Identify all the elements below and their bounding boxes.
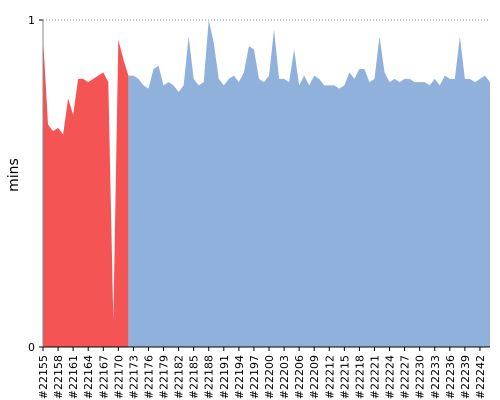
y-tick-label: 1 — [28, 14, 35, 27]
x-tick-label: #22164 — [82, 355, 95, 399]
x-tick-label: #22215 — [338, 355, 351, 399]
x-tick-label: #22230 — [414, 355, 427, 399]
x-tick-label: #22227 — [399, 355, 412, 399]
x-tick-label: #22218 — [353, 355, 366, 399]
x-tick-label: #22239 — [459, 355, 472, 399]
y-tick-label: 0 — [28, 341, 35, 354]
x-tick-label: #22176 — [142, 355, 155, 399]
area — [128, 20, 490, 347]
x-tick-label: #22242 — [474, 355, 487, 399]
x-tick-label: #22212 — [323, 355, 336, 399]
x-tick-label: #22155 — [37, 355, 50, 399]
x-tick-label: #22197 — [248, 355, 261, 399]
x-tick-label: #22191 — [218, 355, 231, 399]
x-tick-label: #22203 — [278, 355, 291, 399]
x-tick-label: #22194 — [233, 355, 246, 399]
x-tick-label: #22224 — [384, 355, 397, 399]
x-tick-label: #22179 — [158, 355, 171, 399]
x-tick-label: #22167 — [97, 355, 110, 399]
x-tick-label: #22221 — [368, 355, 381, 399]
x-tick-label: #22182 — [173, 355, 186, 399]
y-axis-label: mins — [6, 158, 22, 192]
x-tick-label: #22173 — [127, 355, 140, 399]
x-tick-label: #22206 — [293, 355, 306, 399]
x-tick-label: #22185 — [188, 355, 201, 399]
x-tick-label: #22158 — [52, 355, 65, 399]
x-tick-label: #22209 — [308, 355, 321, 399]
x-tick-label: #22170 — [112, 355, 125, 399]
x-tick-label: #22200 — [263, 355, 276, 399]
x-tick-label: #22233 — [429, 355, 442, 399]
x-tick-label: #22161 — [67, 355, 80, 399]
area — [43, 36, 129, 347]
x-tick-label: #22236 — [444, 355, 457, 399]
x-tick-label: #22188 — [203, 355, 216, 399]
